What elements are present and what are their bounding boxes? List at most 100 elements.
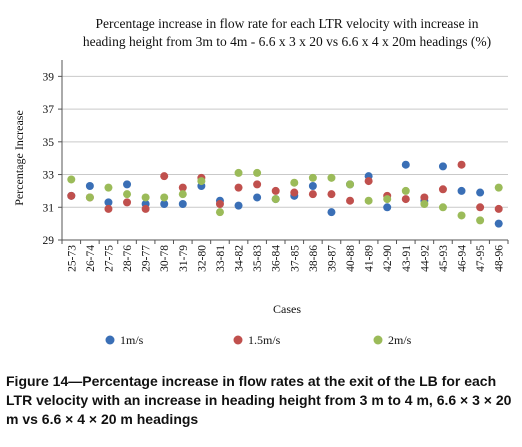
- x-tick-label: 45-93: [438, 245, 450, 272]
- axes: [58, 60, 509, 244]
- data-point-series-1: [123, 180, 132, 189]
- data-point-series-2: [401, 195, 410, 204]
- y-tick-label: 33: [43, 170, 55, 182]
- data-point-series-1: [438, 162, 447, 171]
- data-point-series-2: [123, 198, 132, 207]
- data-point-series-2: [104, 204, 113, 213]
- data-point-series-1: [253, 193, 262, 202]
- data-point-series-3: [457, 211, 466, 220]
- legend: 1m/s 1.5m/s 2m/s: [105, 333, 412, 347]
- data-point-series-2: [160, 172, 169, 181]
- x-axis-label: Cases: [273, 302, 301, 316]
- data-point-series-1: [160, 200, 169, 208]
- data-point-series-2: [67, 191, 76, 200]
- data-point-series-2: [308, 190, 317, 199]
- legend-label: 1.5m/s: [248, 333, 281, 347]
- x-tick-label: 25-73: [66, 245, 78, 272]
- data-point-series-1: [457, 186, 466, 195]
- x-tick-label: 28-76: [122, 245, 134, 272]
- data-point-series-2: [178, 183, 187, 192]
- data-point-series-2: [364, 177, 373, 186]
- figure-caption: Figure 14—Percentage increase in flow ra…: [6, 373, 512, 427]
- x-tick-label: 37-85: [289, 245, 301, 272]
- x-tick-label: 48-96: [494, 245, 506, 272]
- data-point-series-3: [346, 180, 355, 189]
- chart-svg: Percentage increase in flow rate for eac…: [12, 16, 509, 347]
- legend-label: 2m/s: [388, 333, 412, 347]
- legend-item: 1.5m/s: [233, 333, 281, 347]
- x-tick-label: 36-84: [271, 245, 283, 272]
- data-point-series-3: [253, 168, 262, 177]
- data-point-series-3: [160, 193, 169, 202]
- data-point-series-2: [271, 186, 280, 195]
- data-point-series-3: [438, 203, 447, 212]
- x-tick-label: 26-74: [85, 245, 97, 272]
- x-tick-label: 31-79: [178, 245, 190, 272]
- y-tick-label: 39: [43, 71, 55, 83]
- data-points: [67, 160, 503, 228]
- y-axis-label: Percentage Increase: [12, 110, 26, 206]
- data-point-series-3: [308, 173, 317, 182]
- x-tick-label: 29-77: [141, 245, 153, 272]
- x-tick-label: 40-88: [345, 245, 357, 272]
- data-point-series-3: [476, 216, 485, 225]
- data-point-series-2: [457, 160, 466, 169]
- data-point-series-3: [364, 196, 373, 205]
- data-point-series-3: [290, 178, 299, 187]
- x-tick-label: 46-94: [457, 245, 469, 272]
- data-point-series-2: [327, 190, 336, 199]
- data-point-series-2: [346, 196, 355, 205]
- data-point-series-1: [383, 203, 392, 212]
- x-tick-label: 39-87: [326, 245, 338, 272]
- data-point-series-3: [383, 195, 392, 204]
- x-tick-label: 33-81: [215, 245, 227, 272]
- x-tick-label: 47-95: [475, 245, 487, 272]
- x-tick-labels: 25-73 26-74 27-75 28-76 29-77 30-78 31-79 32-80…: [66, 245, 505, 272]
- legend-marker: [373, 335, 383, 345]
- data-point-series-3: [197, 177, 206, 186]
- y-tick-label: 29: [43, 235, 55, 247]
- legend-item: 1m/s: [105, 333, 144, 347]
- data-point-series-1: [327, 208, 336, 217]
- data-point-series-3: [234, 168, 243, 177]
- data-point-series-3: [123, 190, 132, 199]
- data-point-series-3: [271, 195, 280, 204]
- data-point-series-3: [178, 190, 187, 199]
- y-tick-labels: 29 31 33 35 37 39: [43, 71, 55, 247]
- chart-title-line-1: Percentage increase in flow rate for eac…: [96, 16, 479, 31]
- gridlines: [62, 75, 508, 241]
- legend-item: 2m/s: [373, 333, 412, 347]
- data-point-series-1: [104, 198, 113, 207]
- data-point-series-1: [234, 201, 243, 210]
- data-point-series-2: [234, 183, 243, 192]
- x-tick-label: 43-91: [401, 245, 413, 272]
- data-point-series-2: [494, 204, 503, 213]
- data-point-series-2: [290, 188, 299, 197]
- data-point-series-2: [476, 203, 485, 212]
- chart-title-line-2: heading height from 3m to 4m - 6.6 x 3 x…: [83, 34, 491, 49]
- data-point-series-1: [308, 182, 317, 190]
- data-point-series-1: [476, 188, 485, 197]
- data-point-series-2: [215, 200, 224, 208]
- x-tick-label: 32-80: [196, 245, 208, 272]
- data-point-series-3: [420, 200, 429, 208]
- legend-marker: [105, 335, 115, 345]
- data-point-series-3: [401, 186, 410, 195]
- x-tick-label: 42-90: [382, 245, 394, 272]
- data-point-series-3: [215, 208, 224, 217]
- y-tick-label: 31: [43, 202, 55, 214]
- data-point-series-1: [494, 219, 503, 228]
- chart-frame: Percentage increase in flow rate for eac…: [12, 16, 509, 347]
- data-point-series-2: [253, 180, 262, 189]
- x-tick-label: 38-86: [308, 245, 320, 272]
- legend-label: 1m/s: [120, 333, 144, 347]
- data-point-series-2: [438, 185, 447, 194]
- data-point-series-3: [494, 183, 503, 192]
- x-tick-label: 35-83: [252, 245, 264, 272]
- x-tick-label: 27-75: [103, 245, 115, 272]
- x-tick-label: 44-92: [419, 245, 431, 272]
- data-point-series-2: [141, 204, 150, 213]
- data-point-series-2: [420, 193, 429, 202]
- y-tick-label: 37: [43, 104, 55, 116]
- data-point-series-3: [141, 193, 150, 202]
